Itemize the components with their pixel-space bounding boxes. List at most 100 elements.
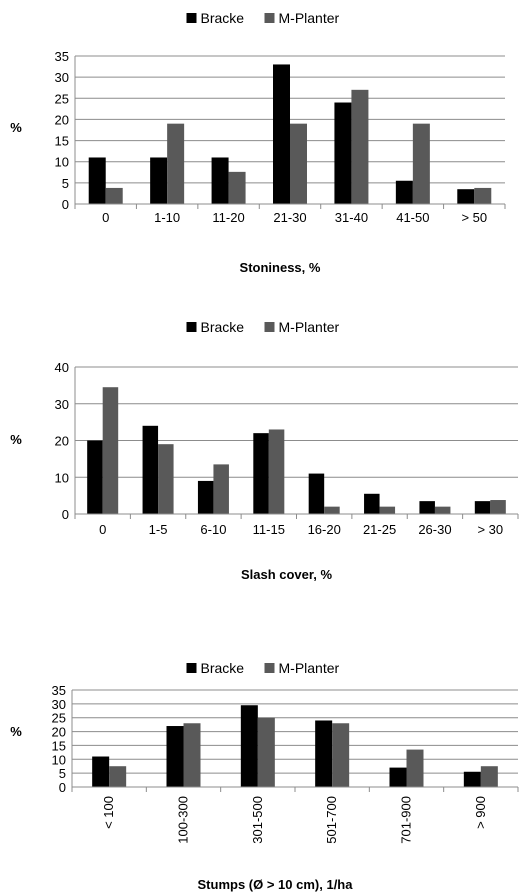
y-tick-label: 15 — [52, 738, 66, 753]
y-tick-label: 5 — [62, 176, 69, 191]
bar-bracke — [474, 501, 491, 514]
bar-m-planter — [102, 387, 119, 514]
x-tick-label: 16-20 — [308, 522, 341, 537]
y-tick-label: 20 — [52, 725, 66, 740]
x-tick-label: > 50 — [461, 210, 487, 225]
stoniness-chart-svg: Bracke M-Planter 0 5 10 15 20 25 30 35% 0 1-10 11-20… — [10, 10, 506, 275]
x-tick-label: 701-900 — [399, 796, 414, 844]
bar-m-planter — [167, 123, 185, 204]
bar-m-planter — [332, 723, 350, 787]
x-tick-label: 31-40 — [335, 210, 368, 225]
y-tick-label: 35 — [52, 683, 66, 698]
y-tick-label: 0 — [62, 197, 69, 212]
y-axis-title: % — [10, 724, 22, 739]
legend-swatch-bracke — [186, 13, 197, 23]
y-tick-label: 20 — [55, 434, 69, 449]
y-tick-label: 15 — [55, 134, 69, 149]
legend-label-bracke: Bracke — [201, 660, 245, 676]
y-tick-label: 35 — [55, 49, 69, 64]
x-tick-label: 21-25 — [363, 522, 396, 537]
x-tick-label: 0 — [99, 522, 106, 537]
bar-m-planter — [213, 464, 229, 514]
bar-bracke — [419, 501, 435, 514]
bar-bracke — [142, 425, 159, 514]
bar-m-planter — [379, 506, 396, 514]
y-tick-label: 20 — [55, 112, 69, 127]
bar-bracke — [150, 157, 168, 204]
x-axis-title: Stoniness, % — [240, 260, 321, 275]
x-tick-label: < 100 — [101, 796, 116, 829]
bar-m-planter — [268, 429, 285, 514]
bar-m-planter — [183, 723, 201, 787]
bar-bracke — [253, 433, 269, 514]
bar-m-planter — [290, 123, 307, 204]
x-tick-label: > 900 — [473, 796, 488, 829]
x-axis-title: Stumps (Ø > 10 cm), 1/ha — [198, 877, 354, 892]
stoniness-chart: Bracke M-Planter 0 5 10 15 20 25 30 35% 0 1-10 11-20… — [0, 0, 527, 290]
bar-m-planter — [406, 749, 424, 787]
legend-swatch-m-planter — [264, 13, 275, 23]
bar-bracke — [92, 756, 110, 787]
y-tick-label: 10 — [52, 752, 66, 767]
slash-cover-chart-svg: Bracke M-Planter 0 10 20 30 40% 0 1-5 6-10 11-15 16… — [10, 319, 519, 582]
y-tick-label: 25 — [55, 91, 69, 106]
bar-m-planter — [474, 187, 492, 204]
y-axis-title: % — [10, 432, 22, 447]
legend-label-m-planter: M-Planter — [279, 660, 340, 676]
bar-m-planter — [228, 171, 246, 204]
bar-m-planter — [158, 444, 174, 514]
y-tick-label: 0 — [62, 507, 69, 522]
bar-bracke — [240, 705, 258, 787]
bar-m-planter — [109, 766, 127, 787]
y-tick-label: 0 — [59, 780, 66, 795]
bar-bracke — [389, 767, 407, 787]
bar-m-planter — [324, 506, 340, 514]
legend-swatch-m-planter — [264, 663, 275, 673]
x-tick-label: 1-5 — [149, 522, 168, 537]
x-tick-label: 11-15 — [253, 522, 285, 537]
y-tick-label: 10 — [55, 155, 69, 170]
y-tick-label: 30 — [55, 70, 69, 85]
y-tick-label: 5 — [59, 766, 66, 781]
x-tick-label: > 30 — [477, 522, 503, 537]
bar-m-planter — [480, 766, 498, 787]
y-axis-title: % — [10, 120, 22, 135]
y-tick-label: 30 — [52, 697, 66, 712]
stumps-chart: Bracke M-Planter 0 5 10 15 20 25 30 35% < 100 100-3… — [0, 648, 527, 895]
bar-bracke — [364, 493, 380, 514]
bar-m-planter — [490, 500, 506, 514]
y-tick-label: 40 — [55, 360, 69, 375]
x-tick-label: 0 — [102, 210, 109, 225]
x-tick-label: 501-700 — [324, 796, 339, 844]
x-tick-label: 26-30 — [418, 522, 451, 537]
y-tick-label: 10 — [55, 470, 69, 485]
x-tick-label: 1-10 — [154, 210, 180, 225]
x-tick-label: 11-20 — [212, 210, 244, 225]
bar-bracke — [315, 720, 333, 787]
bar-m-planter — [105, 187, 123, 204]
bar-bracke — [463, 771, 481, 787]
bar-bracke — [197, 480, 214, 514]
bar-bracke — [308, 473, 325, 514]
legend-swatch-bracke — [186, 322, 197, 332]
x-axis-title: Slash cover, % — [241, 567, 332, 582]
x-tick-label: 301-500 — [250, 796, 265, 844]
bar-bracke — [457, 189, 475, 204]
legend-label-bracke: Bracke — [201, 319, 245, 335]
legend-label-m-planter: M-Planter — [279, 319, 340, 335]
bar-m-planter — [412, 123, 430, 204]
bar-bracke — [87, 440, 103, 514]
x-tick-label: 41-50 — [396, 210, 429, 225]
legend-label-bracke: Bracke — [201, 10, 245, 26]
x-tick-label: 6-10 — [200, 522, 226, 537]
bar-bracke — [211, 157, 229, 204]
bar-m-planter — [257, 717, 275, 787]
x-tick-label: 100-300 — [176, 796, 191, 844]
legend-swatch-m-planter — [264, 322, 275, 332]
bar-bracke — [166, 726, 184, 787]
x-tick-label: 21-30 — [273, 210, 306, 225]
y-tick-label: 25 — [52, 711, 66, 726]
legend-swatch-bracke — [186, 663, 197, 673]
legend-label-m-planter: M-Planter — [279, 10, 340, 26]
bar-bracke — [334, 102, 352, 204]
